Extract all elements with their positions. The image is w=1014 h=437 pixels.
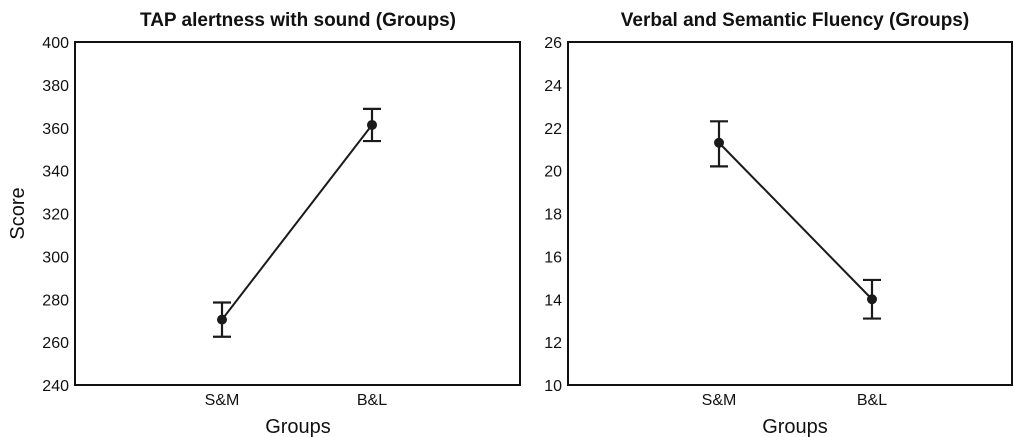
y-tick-label: 360	[42, 121, 69, 138]
y-tick-label: 380	[42, 78, 69, 95]
y-tick-label: 240	[42, 378, 69, 395]
y-tick-label: 22	[544, 121, 562, 138]
chart-title: Verbal and Semantic Fluency (Groups)	[621, 10, 969, 31]
y-tick-label: 300	[42, 249, 69, 266]
x-tick-label: S&M	[205, 392, 240, 409]
data-point	[867, 294, 877, 305]
series-line	[718, 142, 873, 300]
plot-frame-2	[567, 41, 1013, 386]
data-point	[217, 314, 227, 325]
y-tick-label: 320	[42, 207, 69, 224]
data-point	[367, 119, 377, 130]
y-tick-label: 26	[544, 35, 562, 52]
y-tick-label: 400	[42, 35, 69, 52]
y-tick-label: 260	[42, 335, 69, 352]
y-tick-label: 280	[42, 292, 69, 309]
y-tick-label: 12	[544, 335, 562, 352]
y-tick-label: 16	[544, 249, 562, 266]
y-tick-label: 14	[544, 292, 562, 309]
x-axis-label: Groups	[762, 416, 828, 437]
x-tick-label: B&L	[857, 392, 887, 409]
data-point	[714, 137, 724, 148]
y-tick-label: 10	[544, 378, 562, 395]
y-tick-label: 24	[544, 78, 562, 95]
y-tick-label: 20	[544, 164, 562, 181]
y-tick-label: 18	[544, 207, 562, 224]
plot-frame-1	[74, 41, 521, 386]
x-tick-label: B&L	[357, 392, 387, 409]
series-line	[221, 124, 373, 321]
chart-title: TAP alertness with sound (Groups)	[140, 10, 456, 31]
x-tick-label: S&M	[702, 392, 737, 409]
y-tick-label: 340	[42, 164, 69, 181]
y-axis-label: Score	[7, 187, 29, 239]
x-axis-label: Groups	[265, 416, 331, 437]
